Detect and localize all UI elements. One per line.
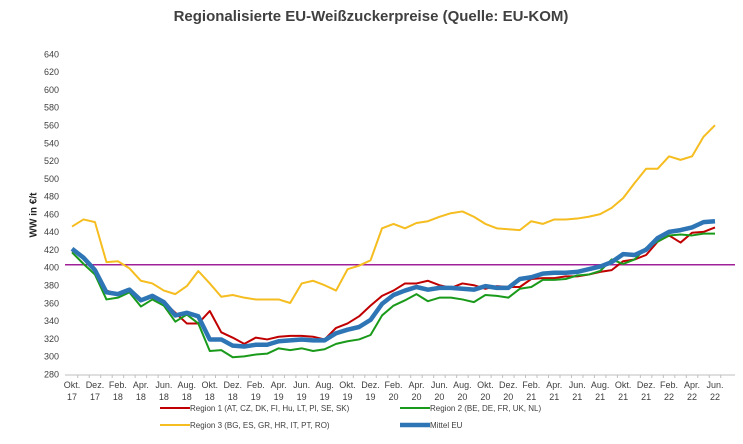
y-tick-label: 540 [44, 138, 59, 148]
y-tick-label: 280 [44, 369, 59, 379]
x-tick-label: Aug. 18 [177, 380, 197, 402]
x-tick-label: Aug. 21 [590, 380, 610, 402]
x-tick-label: Jun. 20 [430, 380, 448, 402]
y-tick-label: 440 [44, 227, 59, 237]
chart-title: Regionalisierte EU-Weißzuckerpreise (Que… [174, 8, 569, 25]
x-tick-label: Okt. 19 [339, 380, 356, 402]
y-tick-label: 340 [44, 316, 59, 326]
y-tick-label: 520 [44, 156, 59, 166]
x-tick-label: Apr. 20 [408, 380, 425, 402]
x-tick-label: Aug. 19 [315, 380, 334, 402]
x-tick-label: Dez. 20 [499, 380, 518, 402]
y-tick-label: 380 [44, 280, 59, 290]
legend-label: Mittel EU [430, 421, 463, 430]
x-tick-label: Feb. 21 [522, 380, 541, 402]
y-tick-label: 320 [44, 334, 59, 344]
x-tick-label: Apr. 19 [270, 380, 287, 402]
y-tick-label: 580 [44, 103, 59, 113]
x-tick-label: Dez. 19 [361, 380, 380, 402]
x-tick-label: Apr. 21 [546, 380, 563, 402]
x-tick-label: Aug. 20 [453, 380, 472, 402]
y-tick-label: 460 [44, 209, 59, 219]
y-tick-label: 360 [44, 298, 59, 308]
y-tick-label: 420 [44, 245, 59, 255]
x-tick-label: Apr. 18 [132, 380, 149, 402]
y-tick-label: 480 [44, 192, 59, 202]
legend-label: Region 2 (BE, DE, FR, UK, NL) [430, 404, 541, 413]
y-tick-label: 640 [44, 49, 59, 59]
y-tick-label: 400 [44, 263, 59, 273]
x-tick-label: Feb. 18 [108, 380, 127, 402]
x-tick-label: Okt. 21 [614, 380, 632, 402]
x-tick-label: Feb. 19 [246, 380, 265, 402]
x-tick-label: Jun. 19 [293, 380, 311, 402]
y-tick-label: 500 [44, 174, 59, 184]
x-tick-label: Dez. 18 [223, 380, 242, 402]
x-tick-label: Dez. 17 [85, 380, 105, 402]
series-line [70, 218, 716, 349]
x-tick-label: Okt. 20 [477, 380, 494, 402]
y-tick-label: 620 [44, 67, 59, 77]
y-tick-label: 600 [44, 85, 59, 95]
y-axis-label: WW in €/t [29, 192, 40, 238]
x-tick-label: Okt. 17 [63, 380, 81, 402]
x-tick-label: Jun. 21 [568, 380, 586, 402]
legend-label: Region 3 (BG, ES, GR, HR, IT, PT, RO) [190, 421, 330, 430]
series-line [71, 124, 716, 304]
x-tick-label: Feb. 20 [384, 380, 403, 402]
legend-label: Region 1 (AT, CZ, DK, FI, Hu, LT, Pl, SE… [190, 404, 350, 413]
x-tick-label: Jun. 22 [706, 380, 724, 402]
x-tick-label: Feb. 22 [660, 380, 679, 402]
y-tick-label: 560 [44, 120, 59, 130]
x-tick-label: Jun. 18 [155, 380, 173, 402]
y-tick-label: 300 [44, 352, 59, 362]
x-tick-label: Apr. 22 [684, 380, 701, 402]
series-line [71, 226, 716, 345]
x-tick-label: Dez. 21 [636, 380, 656, 402]
x-tick-label: Okt. 18 [201, 380, 219, 402]
